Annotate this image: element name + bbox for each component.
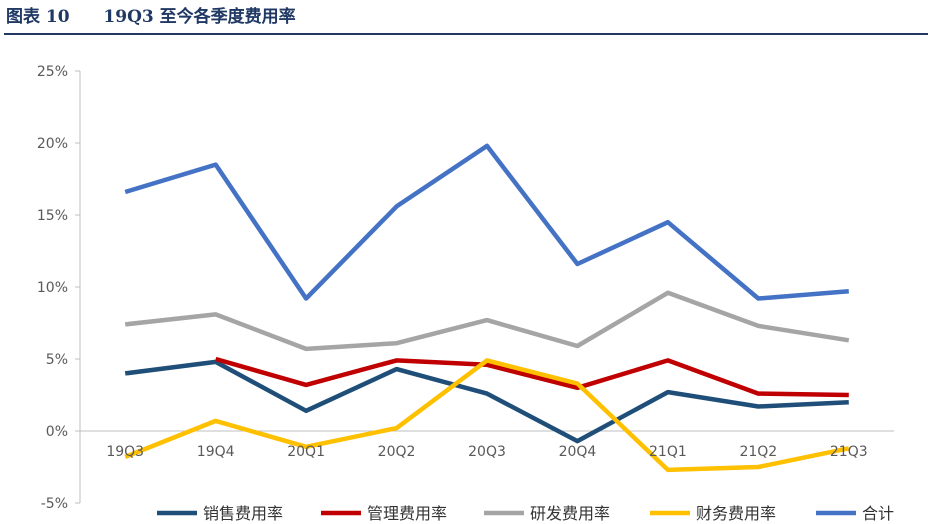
y-tick-label: -5% <box>41 496 68 512</box>
x-tick-label: 20Q4 <box>559 444 597 460</box>
x-tick-label: 21Q1 <box>649 444 687 460</box>
x-tick-label: 20Q2 <box>378 444 416 460</box>
y-tick-label: 5% <box>46 352 68 368</box>
chart-title: 图表 10 19Q3 至今各季度费用率 <box>6 4 296 30</box>
legend-label: 管理费用率 <box>367 504 447 523</box>
y-tick-label: 20% <box>37 136 68 152</box>
x-tick-label: 21Q2 <box>739 444 777 460</box>
series-line-2 <box>215 356 849 398</box>
x-tick-label: 19Q3 <box>106 444 144 460</box>
title-text: 19Q3 至今各季度费用率 <box>103 7 296 27</box>
y-tick-label: 25% <box>37 64 68 80</box>
legend-label: 研发费用率 <box>530 504 610 523</box>
figure-label: 图表 10 <box>6 7 70 27</box>
x-tick-label: 19Q4 <box>197 444 235 460</box>
series-line-4 <box>124 358 850 473</box>
series-line-5 <box>124 143 849 301</box>
series-line-3 <box>124 290 850 352</box>
chart-axes <box>75 70 894 504</box>
y-tick-label: 0% <box>46 424 68 440</box>
x-tick-label: 20Q3 <box>468 444 506 460</box>
x-tick-label: 20Q1 <box>287 444 325 460</box>
legend-label: 合计 <box>862 504 894 523</box>
legend-label: 销售费用率 <box>203 504 283 523</box>
x-tick-label: 21Q3 <box>830 444 868 460</box>
x-tick-labels: 19Q3 19Q4 20Q1 20Q2 20Q3 20Q4 21Q1 21Q2 21Q3 <box>106 444 867 460</box>
chart-series <box>124 143 850 473</box>
y-tick-labels: -5% 0% 5% 10% 15% 20% 25% <box>37 64 68 512</box>
legend-label: 财务费用率 <box>696 504 776 523</box>
chart-legend: 销售费用率 管理费用率 研发费用率 财务费用率 合计 <box>157 504 894 523</box>
title-underline <box>4 33 928 35</box>
series-line-1 <box>124 359 849 444</box>
y-tick-label: 15% <box>37 208 68 224</box>
y-tick-label: 10% <box>37 280 68 296</box>
